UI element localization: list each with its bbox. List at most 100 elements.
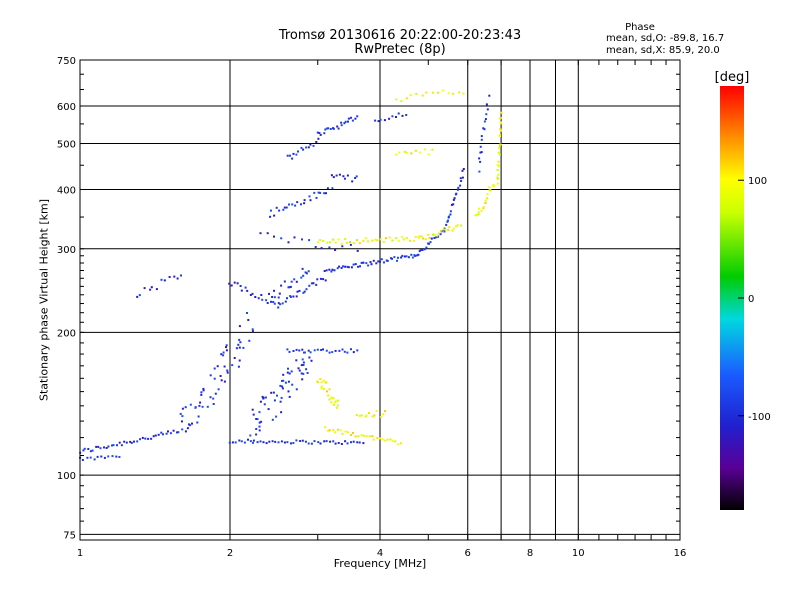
data-point (296, 201, 299, 204)
data-point (293, 278, 296, 281)
data-point (355, 414, 358, 416)
data-point (365, 414, 368, 417)
data-point (308, 356, 311, 359)
data-point (225, 344, 228, 347)
data-point (99, 447, 102, 450)
data-point (303, 290, 306, 293)
data-point (432, 91, 434, 94)
data-point (257, 297, 260, 300)
data-point (285, 206, 288, 209)
data-point (447, 92, 450, 95)
data-point (317, 137, 320, 140)
data-point (255, 428, 258, 430)
data-point (328, 268, 331, 271)
data-point (372, 259, 375, 262)
data-point (302, 291, 305, 294)
data-point (270, 300, 272, 303)
data-point (405, 236, 408, 239)
data-point (315, 141, 318, 143)
data-point (410, 253, 413, 256)
data-point (316, 131, 319, 134)
data-point (322, 379, 325, 382)
data-point (307, 349, 310, 352)
data-point (388, 236, 391, 239)
data-point (115, 455, 118, 458)
data-point (244, 286, 247, 289)
data-point (371, 435, 374, 438)
data-point (388, 117, 391, 120)
data-point (282, 208, 285, 211)
grid-lines (80, 60, 680, 540)
data-point (290, 442, 292, 445)
data-point (431, 148, 434, 151)
data-point (308, 239, 311, 242)
data-point (150, 286, 153, 289)
data-point (286, 154, 289, 157)
data-point (273, 289, 275, 292)
data-point (327, 127, 330, 130)
data-point (265, 442, 268, 445)
data-point (280, 237, 283, 240)
data-point (493, 185, 496, 188)
data-point (374, 119, 377, 122)
data-point (273, 296, 276, 299)
data-point (335, 406, 338, 409)
data-point (365, 262, 368, 265)
data-point (273, 399, 276, 402)
data-point (305, 288, 308, 291)
data-point (295, 153, 298, 156)
data-point (184, 430, 187, 433)
data-point (497, 160, 500, 163)
data-point (86, 456, 89, 459)
data-point (498, 153, 501, 156)
data-point (447, 219, 449, 222)
data-point (295, 280, 298, 283)
data-point (168, 276, 171, 278)
data-point (395, 98, 398, 101)
data-point (479, 145, 482, 148)
data-point (328, 388, 331, 391)
data-point (499, 117, 502, 120)
data-point (298, 349, 301, 352)
data-point (252, 439, 255, 442)
data-point (319, 378, 322, 380)
data-point (424, 238, 427, 241)
data-point (433, 237, 436, 239)
data-point (341, 245, 344, 248)
data-point (477, 211, 480, 214)
data-point (346, 431, 349, 434)
data-point (95, 445, 98, 448)
data-point (283, 280, 286, 283)
data-point (325, 269, 328, 272)
data-point (297, 150, 299, 153)
data-point (373, 414, 376, 417)
data-point (315, 196, 318, 199)
legend-x-mode-stats: mean, sd,X: 85.9, 20.0 (606, 45, 720, 56)
data-point (452, 198, 455, 201)
data-point (263, 403, 266, 406)
data-point (302, 148, 305, 151)
data-point (255, 433, 258, 436)
data-point (356, 349, 359, 352)
data-point (364, 415, 367, 418)
data-point (226, 371, 229, 374)
data-point (181, 420, 183, 423)
data-point (371, 415, 374, 418)
data-point (230, 284, 233, 287)
data-point (411, 256, 414, 259)
data-point (258, 421, 261, 424)
data-point (273, 302, 276, 305)
data-point (423, 148, 426, 151)
data-point (420, 235, 423, 238)
data-point (422, 237, 425, 240)
data-point (238, 346, 241, 349)
data-point (320, 387, 323, 390)
colorbar-tick-label: 0 (748, 294, 754, 305)
data-point (258, 411, 261, 414)
y-tick-label: 750 (57, 56, 76, 67)
data-point (305, 368, 308, 371)
data-point (341, 348, 344, 351)
data-point (342, 175, 345, 178)
data-point (301, 378, 304, 381)
data-point (320, 277, 322, 280)
